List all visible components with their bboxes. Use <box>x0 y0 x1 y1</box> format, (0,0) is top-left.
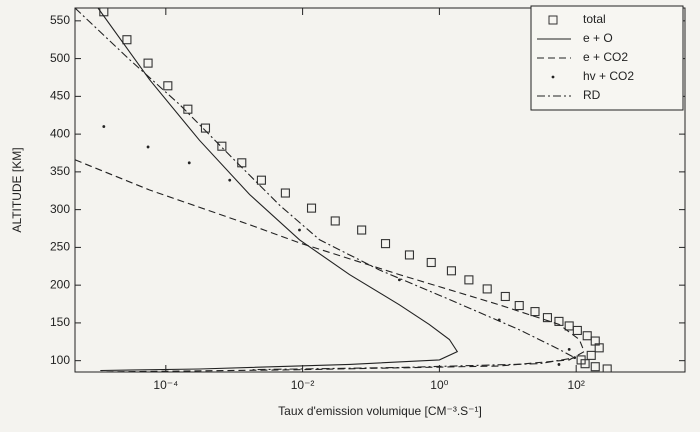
square-marker <box>582 331 592 341</box>
series-line <box>75 159 585 372</box>
legend-label: total <box>583 12 606 26</box>
square-marker <box>404 250 415 260</box>
square-marker <box>590 362 600 372</box>
y-tick-label: 100 <box>50 353 70 367</box>
y-tick-label: 450 <box>50 89 70 103</box>
series-line <box>97 8 459 372</box>
square-marker <box>530 307 540 317</box>
legend-label: RD <box>583 88 601 102</box>
x-tick-label: 10⁰ <box>430 378 448 392</box>
square-marker <box>183 104 193 114</box>
square-marker <box>594 343 604 353</box>
dot-marker <box>397 278 401 282</box>
y-axis-label: ALTITUDE [KM] <box>10 147 24 232</box>
square-marker <box>542 313 552 323</box>
plot-frame <box>74 7 686 373</box>
dot-marker <box>557 363 561 366</box>
square-marker <box>357 225 367 235</box>
dot-marker <box>187 161 191 165</box>
x-tick-label: 10⁻² <box>291 378 315 392</box>
y-tick-label: 400 <box>50 126 70 140</box>
plot-area <box>75 8 612 372</box>
legend-label: e + CO2 <box>583 50 628 64</box>
x-tick-label: 10⁻⁴ <box>153 378 178 392</box>
y-tick-label: 200 <box>50 277 70 291</box>
square-marker <box>237 158 247 168</box>
dot-marker <box>102 125 106 128</box>
legend-swatch <box>548 15 558 25</box>
legend-label: e + O <box>583 31 613 45</box>
dot-marker <box>146 145 150 149</box>
dot-marker <box>298 228 301 232</box>
square-marker <box>426 257 436 268</box>
square-marker <box>330 216 340 226</box>
square-marker <box>572 325 582 336</box>
square-marker <box>280 188 290 198</box>
square-marker <box>554 316 564 326</box>
dot-marker <box>228 178 232 182</box>
square-marker <box>464 275 474 285</box>
square-marker <box>200 123 211 133</box>
square-marker <box>122 35 132 45</box>
square-marker <box>514 300 524 311</box>
square-marker <box>143 58 153 68</box>
square-marker <box>482 284 492 294</box>
square-marker <box>163 81 173 91</box>
square-marker <box>306 203 317 213</box>
square-marker <box>602 364 612 372</box>
y-tick-label: 350 <box>50 164 70 178</box>
legend-swatch <box>551 75 555 79</box>
y-tick-label: 550 <box>50 13 70 27</box>
y-tick-label: 250 <box>50 240 70 254</box>
square-marker <box>586 350 596 360</box>
legend-box <box>530 5 684 111</box>
square-marker <box>580 359 590 369</box>
square-marker <box>446 266 456 276</box>
y-tick-label: 150 <box>50 315 70 329</box>
square-marker <box>564 321 574 331</box>
x-tick-label: 10² <box>568 378 585 392</box>
dot-marker <box>567 347 571 351</box>
y-tick-label: 500 <box>50 51 70 65</box>
legend-label: hv + CO2 <box>583 69 634 83</box>
x-axis-label: Taux d'emission volumique [CM⁻³.S⁻¹] <box>278 404 482 418</box>
square-marker <box>500 291 510 302</box>
square-marker <box>217 141 227 151</box>
series-line <box>75 8 577 371</box>
square-marker <box>256 175 266 185</box>
y-tick-label: 300 <box>50 202 70 216</box>
square-marker <box>380 239 391 249</box>
